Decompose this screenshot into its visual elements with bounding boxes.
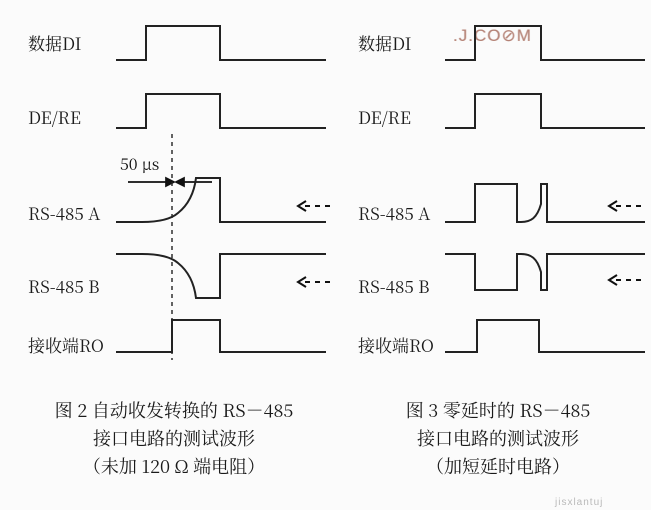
caption-left-1: 图 2 自动收发转换的 RS－485 xyxy=(55,397,294,423)
right-label-dere: DE/RE xyxy=(358,104,411,129)
left-wave-dere xyxy=(116,94,326,128)
right-label-a: RS-485 A xyxy=(358,200,430,225)
caption-right-3: （加短延时电路） xyxy=(426,453,570,479)
left-waveforms xyxy=(116,8,326,368)
left-label-a: RS-485 A xyxy=(28,200,100,225)
sub-watermark: jisxlantuj xyxy=(555,497,603,508)
caption-right-2: 接口电路的测试波形 xyxy=(417,425,579,451)
caption-left-3: （未加 120 Ω 端电阻） xyxy=(83,453,265,479)
right-label-ro: 接收端RO xyxy=(358,332,434,357)
left-label-dere: DE/RE xyxy=(28,104,81,129)
caption-right-1: 图 3 零延时的 RS－485 xyxy=(406,397,591,423)
right-waveforms xyxy=(445,8,651,368)
left-label-b: RS-485 B xyxy=(28,273,99,298)
left-wave-a xyxy=(116,178,326,222)
right-wave-di xyxy=(445,26,645,60)
right-arrow-b xyxy=(607,274,641,284)
left-label-di: 数据DI xyxy=(28,30,82,55)
left-label-ro: 接收端RO xyxy=(28,332,104,357)
left-wave-di xyxy=(116,26,326,60)
left-wave-b xyxy=(116,254,326,298)
right-wave-ro xyxy=(445,320,645,352)
right-label-di: 数据DI xyxy=(358,30,412,55)
caption-left-2: 接口电路的测试波形 xyxy=(93,425,255,451)
right-label-b: RS-485 B xyxy=(358,273,429,298)
right-wave-dere xyxy=(445,94,645,128)
left-wave-ro xyxy=(116,320,326,352)
left-arrow-b xyxy=(296,276,330,286)
right-arrow-a xyxy=(607,200,641,210)
left-arrow-a xyxy=(296,200,330,210)
